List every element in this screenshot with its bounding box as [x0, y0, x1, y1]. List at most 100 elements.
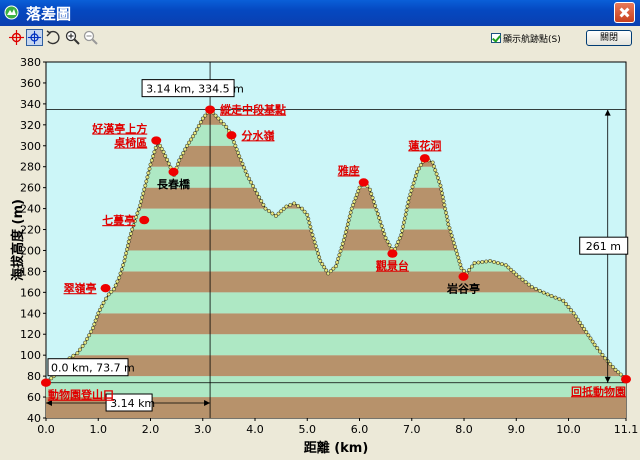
title-bar[interactable]: 落差圖 [0, 0, 640, 26]
track-point [153, 145, 158, 150]
track-point [411, 181, 416, 186]
track-point [382, 231, 387, 236]
track-point [402, 216, 407, 221]
track-point [131, 223, 136, 228]
track-point [322, 265, 327, 270]
track-point [296, 204, 301, 208]
track-point [177, 158, 182, 163]
track-point [600, 352, 605, 357]
track-point [336, 256, 341, 261]
track-point [87, 333, 92, 338]
y-tick-label: 160 [20, 286, 41, 299]
window-title: 落差圖 [26, 5, 72, 23]
elevation-band [46, 355, 626, 377]
track-point [417, 166, 421, 171]
track-point [200, 116, 205, 121]
track-point [349, 206, 354, 211]
track-point [159, 146, 164, 151]
track-point [368, 187, 372, 192]
track-point [337, 253, 342, 257]
track-point [484, 259, 489, 264]
track-point [331, 266, 336, 271]
track-point [92, 322, 97, 327]
track-point [292, 201, 297, 206]
track-point [281, 206, 286, 211]
track-point [147, 166, 152, 171]
track-point [181, 151, 186, 156]
y-tick-label: 320 [20, 119, 41, 132]
track-point [406, 200, 411, 205]
track-point [279, 209, 284, 214]
track-point [435, 175, 440, 180]
waypoint-label: 岩谷亭 [446, 282, 480, 296]
close-button[interactable]: 關閉 [586, 30, 632, 46]
track-point [592, 342, 597, 347]
track-point [233, 143, 238, 148]
track-point [575, 317, 580, 322]
track-point [523, 280, 528, 285]
track-point [91, 326, 95, 330]
track-point [83, 340, 88, 345]
track-point [444, 210, 448, 215]
track-point [399, 232, 404, 237]
track-point [526, 282, 531, 287]
track-point [334, 264, 338, 269]
track-point [80, 344, 85, 349]
track-point [259, 199, 264, 203]
zoom-in-icon[interactable] [64, 29, 81, 46]
track-point [221, 122, 226, 127]
track-point [450, 237, 455, 242]
track-point [520, 277, 525, 282]
rotate-icon[interactable] [44, 29, 61, 46]
x-tick-label: 3.0 [194, 423, 212, 436]
track-point [196, 123, 201, 128]
waypoint-marker [41, 378, 51, 387]
track-point [253, 187, 257, 192]
track-point [232, 140, 237, 145]
track-point [185, 143, 190, 148]
start-readout-box [47, 358, 129, 377]
track-point [158, 143, 163, 148]
track-point [409, 188, 414, 193]
show-markers-label[interactable]: 顯示航跡點(S) [503, 35, 561, 45]
track-point [488, 258, 493, 263]
track-point [132, 219, 137, 224]
track-point [511, 270, 516, 275]
track-point [326, 271, 331, 276]
track-point [397, 236, 402, 241]
track-point [618, 372, 623, 377]
track-point [374, 207, 379, 212]
track-point [310, 232, 315, 237]
window-close-button[interactable] [614, 2, 635, 23]
x-tick-label: 9.0 [508, 423, 526, 436]
y-tick-label: 60 [27, 391, 41, 404]
track-point [312, 240, 317, 245]
track-point [541, 290, 546, 295]
waypoint-label: 觀景台 [376, 259, 409, 273]
track-point [432, 164, 436, 169]
waypoint-label: 雅座 [338, 163, 360, 177]
track-point [71, 353, 76, 358]
annotations: 3.14 km, 334.5 m 0.0 km, 73.7 m 3.14 km 261… [46, 62, 629, 418]
track-point [161, 150, 166, 154]
track-point [563, 301, 568, 306]
track-point [340, 241, 345, 246]
track-point [459, 266, 464, 271]
cursor-readout-box [141, 79, 235, 98]
elevation-profile-svg[interactable]: 40 60 80 100 120 140 160 180 200 220 240 260 280 300 3… [0, 52, 640, 456]
track-point [247, 176, 252, 181]
track-point [257, 195, 262, 200]
track-point [198, 120, 203, 125]
track-point [418, 163, 423, 168]
zoom-out-icon[interactable] [82, 29, 99, 46]
track-point [356, 189, 361, 194]
track-point [192, 131, 197, 136]
crosshair-red-icon[interactable] [8, 29, 25, 46]
track-point [307, 220, 312, 225]
track-point [597, 349, 602, 354]
track-point [439, 187, 444, 192]
track-point [496, 261, 500, 265]
track-point [306, 216, 311, 221]
show-markers-checkbox[interactable] [491, 33, 501, 43]
crosshair-blue-icon[interactable] [26, 29, 43, 46]
